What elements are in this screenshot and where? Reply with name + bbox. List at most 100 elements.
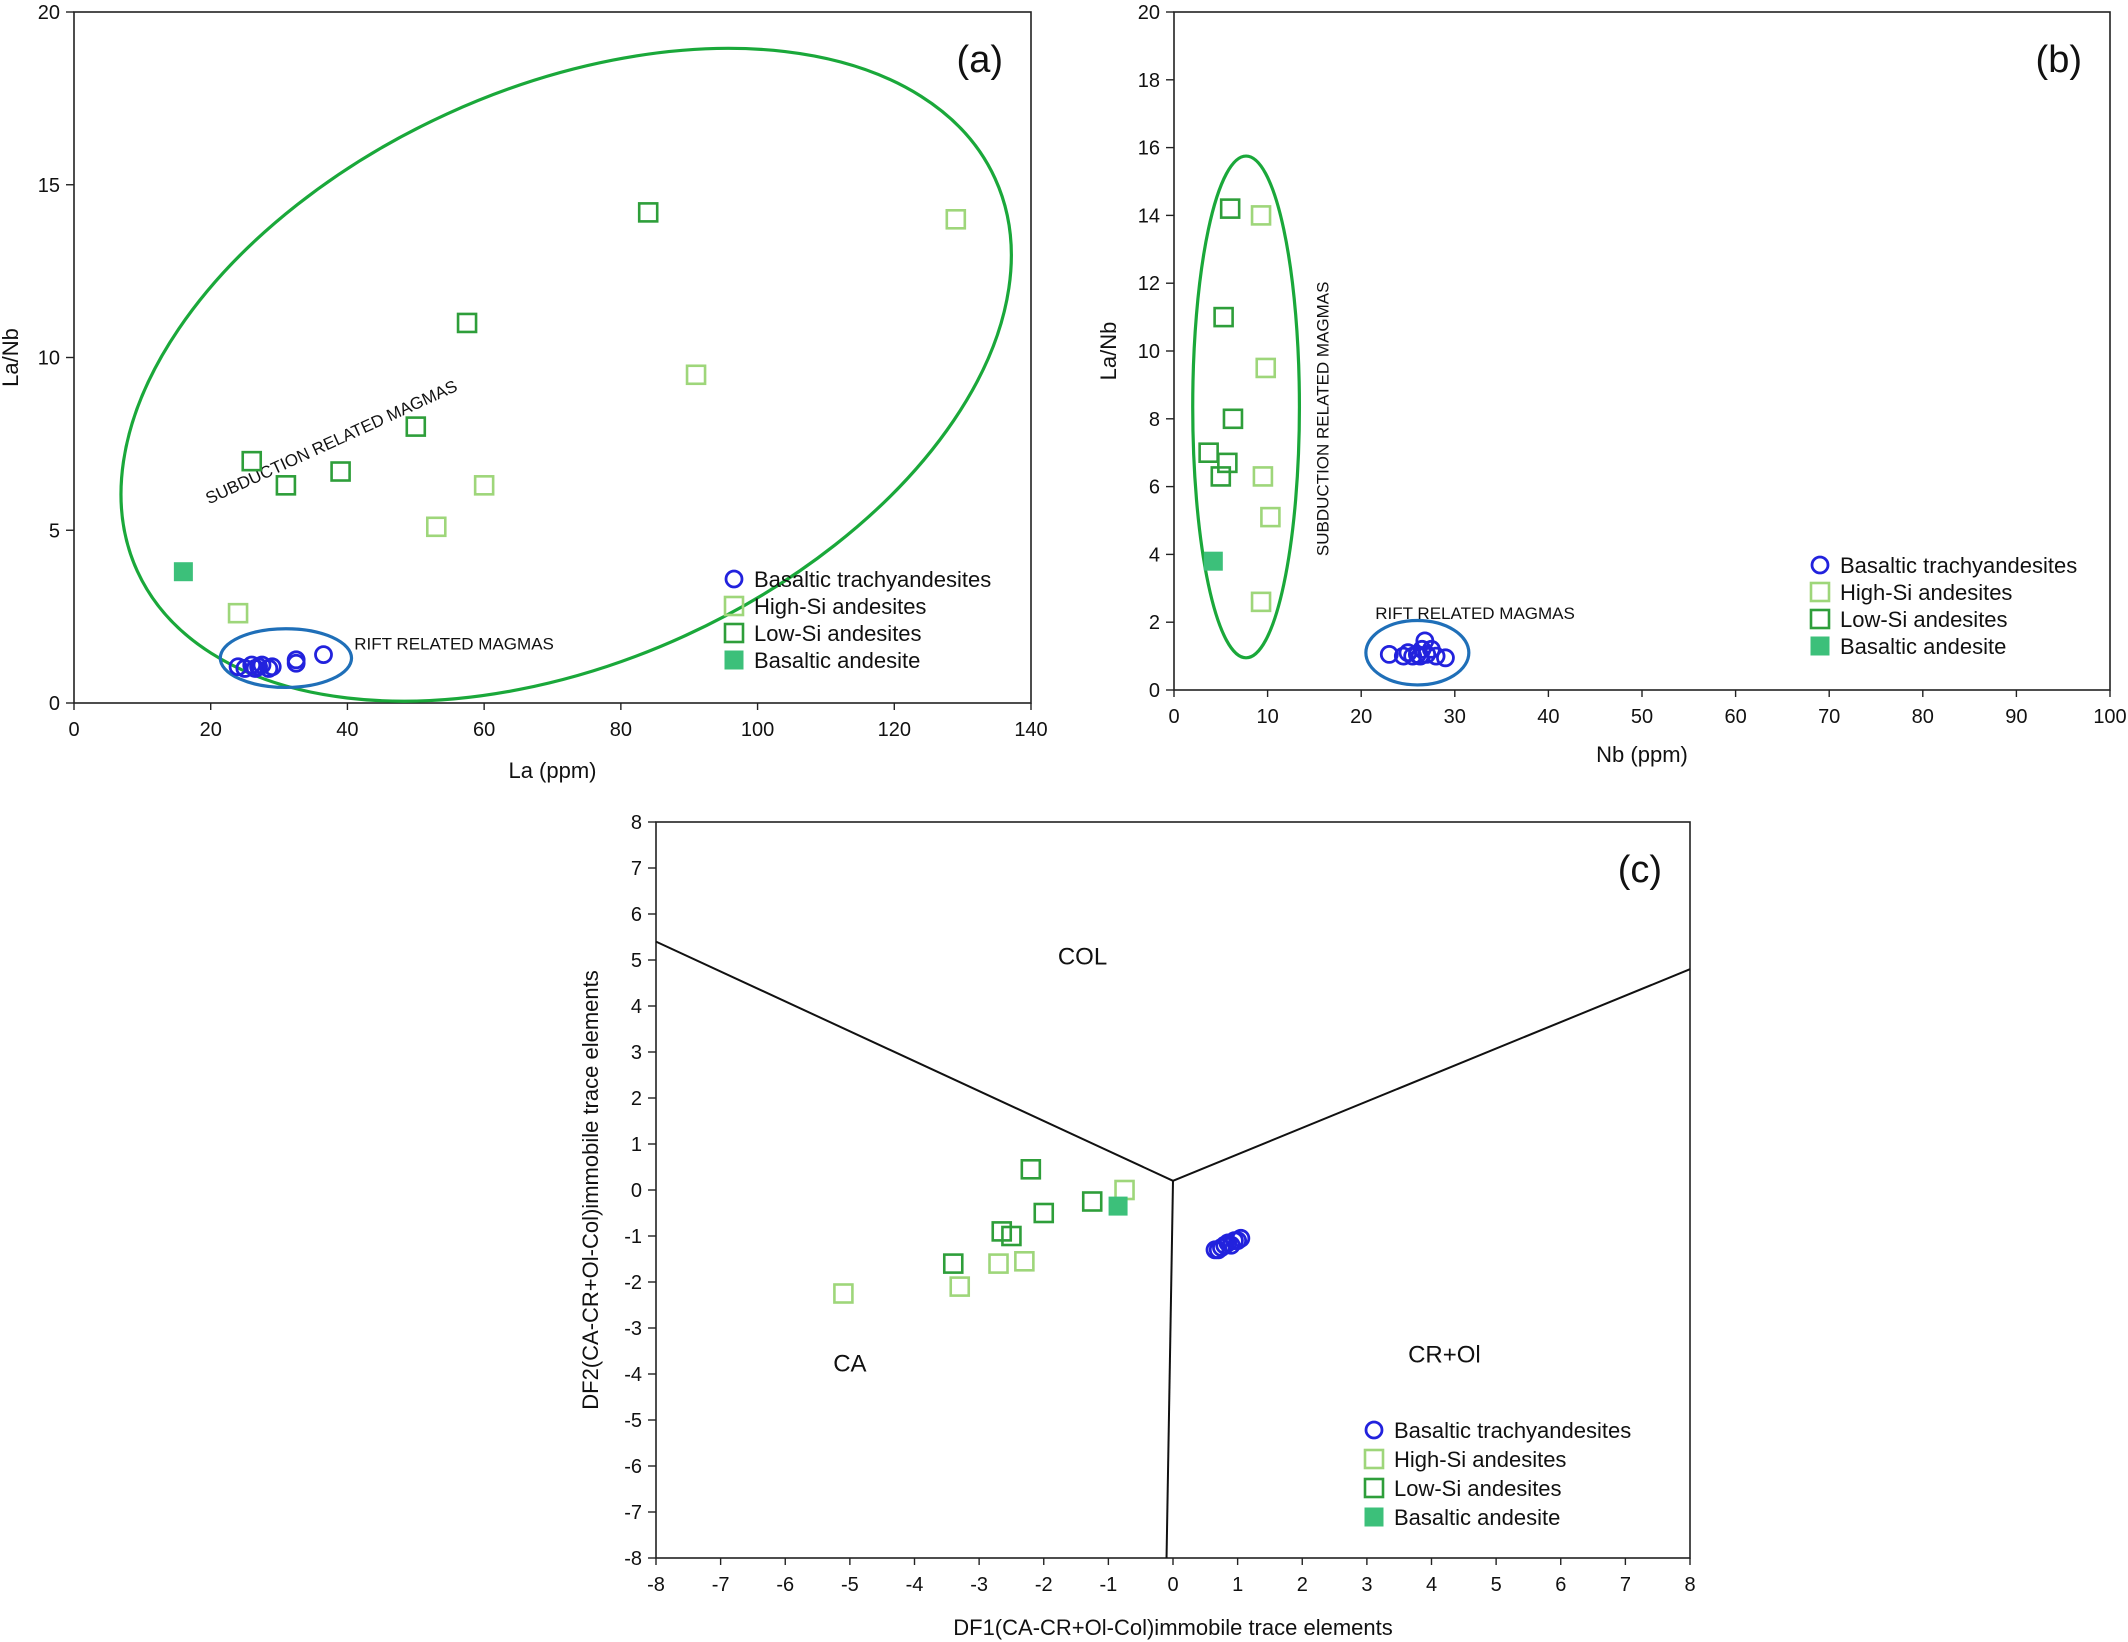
- x-tick-label: -5: [841, 1574, 859, 1596]
- y-axis-label: DF2(CA-CR+Ol-Col)immobile trace elements: [578, 970, 603, 1409]
- x-tick-label: 0: [1167, 1574, 1178, 1596]
- x-tick-label: 70: [1818, 706, 1840, 728]
- data-point: [286, 650, 306, 670]
- region-ellipse: [1364, 618, 1471, 687]
- data-point: [1426, 646, 1446, 666]
- y-tick-label: -4: [624, 1364, 642, 1386]
- data-point: [227, 602, 249, 624]
- legend-marker: [724, 569, 744, 589]
- data-point: [314, 645, 333, 665]
- x-tick-label: 40: [336, 719, 358, 741]
- region-label: SUBDUCTION RELATED MAGMAS: [1313, 282, 1332, 557]
- data-point: [1222, 408, 1244, 430]
- y-tick-label: 18: [1138, 70, 1160, 92]
- y-tick-label: 10: [1138, 341, 1160, 363]
- legend-label: Basaltic andesite: [1394, 1505, 1560, 1530]
- legend-marker: [1363, 1477, 1385, 1499]
- y-tick-label: 0: [49, 693, 60, 715]
- x-tick-label: 80: [1912, 706, 1934, 728]
- panel-label: (a): [957, 39, 1003, 81]
- y-tick-label: -6: [624, 1456, 642, 1478]
- legend-marker: [724, 650, 744, 670]
- legend-label: Low-Si andesites: [1840, 607, 2008, 632]
- field-label: COL: [1058, 944, 1107, 971]
- x-tick-label: 3: [1361, 1574, 1372, 1596]
- y-tick-label: -7: [624, 1502, 642, 1524]
- x-tick-label: 90: [2005, 706, 2027, 728]
- data-point: [1250, 205, 1272, 226]
- data-point: [330, 461, 351, 482]
- x-axis-label: La (ppm): [508, 758, 596, 783]
- data-point: [988, 1253, 1009, 1274]
- legend-label: Basaltic andesite: [1840, 634, 2006, 659]
- legend-marker: [1809, 581, 1831, 603]
- legend-label: Basaltic trachyandesites: [1840, 553, 2077, 578]
- data-point: [1114, 1179, 1135, 1201]
- y-tick-label: 4: [1149, 544, 1160, 566]
- x-tick-label: 0: [68, 719, 79, 741]
- legend-label: High-Si andesites: [1840, 580, 2012, 605]
- x-tick-label: -6: [776, 1574, 794, 1596]
- panel-b: 0 10 20 30 40 50 60 70 80 90 100 0 2 4 6 8 10 12 14 16 18 20 N…: [1096, 2, 2127, 767]
- field-label: CA: [833, 1351, 866, 1378]
- x-tick-label: 50: [1631, 706, 1653, 728]
- x-tick-label: 60: [473, 719, 495, 741]
- y-tick-label: 20: [38, 2, 60, 24]
- data-point: [1219, 198, 1241, 219]
- data-point: [1250, 591, 1272, 613]
- legend-marker: [1363, 1448, 1385, 1470]
- data-point: [405, 416, 427, 437]
- data-point: [173, 562, 193, 582]
- data-point: [1255, 357, 1277, 379]
- region-label: RIFT RELATED MAGMAS: [1375, 604, 1575, 623]
- data-point: [1014, 1251, 1035, 1272]
- legend-label: Basaltic trachyandesites: [1394, 1418, 1631, 1443]
- y-tick-label: -1: [624, 1226, 642, 1248]
- data-point: [262, 657, 282, 677]
- x-tick-label: 1: [1232, 1574, 1243, 1596]
- data-point: [456, 312, 478, 334]
- panel-c: -8 -7 -6 -5 -4 -3 -2 -1 0 1 2 3 4 5 6 7 8 -8 -7 -6 -5 -4 -3 -2 -…: [578, 812, 1696, 1640]
- x-tick-label: -3: [970, 1574, 988, 1596]
- x-tick-label: 100: [2093, 706, 2126, 728]
- panel-a: 0 20 40 60 80 100 120 140 0 5 10 15 20 La (ppm) La/Nb (…: [0, 2, 1048, 783]
- legend-marker: [1810, 636, 1830, 656]
- x-tick-label: 20: [200, 719, 222, 741]
- y-tick-label: 2: [1149, 612, 1160, 634]
- data-point: [1252, 466, 1274, 487]
- y-tick-label: -3: [624, 1318, 642, 1340]
- y-tick-label: 0: [1149, 680, 1160, 702]
- x-tick-label: 140: [1014, 719, 1047, 741]
- y-tick-label: 6: [631, 904, 642, 926]
- data-point: [241, 450, 263, 472]
- legend-marker: [723, 595, 745, 617]
- panel-label: (b): [2036, 39, 2082, 81]
- legend-marker: [1364, 1507, 1384, 1527]
- data-point: [637, 202, 659, 223]
- y-tick-label: 0: [631, 1180, 642, 1202]
- data-point: [1033, 1202, 1055, 1224]
- y-axis-label: La/Nb: [0, 328, 23, 387]
- panel-label: (c): [1618, 849, 1662, 891]
- y-tick-label: 15: [38, 175, 60, 197]
- y-tick-label: 6: [1149, 477, 1160, 499]
- data-point: [833, 1283, 854, 1304]
- y-tick-label: 5: [49, 520, 60, 542]
- y-tick-label: 1: [631, 1134, 642, 1156]
- data-point: [1198, 442, 1219, 464]
- x-tick-label: 2: [1297, 1574, 1308, 1596]
- x-tick-label: 20: [1350, 706, 1372, 728]
- x-tick-label: 5: [1491, 1574, 1502, 1596]
- y-tick-label: -8: [624, 1548, 642, 1570]
- y-tick-label: -2: [624, 1272, 642, 1294]
- region-ellipse: [1191, 154, 1302, 660]
- data-point: [685, 364, 707, 386]
- x-tick-label: -1: [1099, 1574, 1117, 1596]
- x-axis-label: DF1(CA-CR+Ol-Col)immobile trace elements: [953, 1615, 1392, 1640]
- y-tick-label: 5: [631, 950, 642, 972]
- y-tick-label: 4: [631, 996, 642, 1018]
- legend-label: Basaltic trachyandesites: [754, 567, 991, 592]
- y-tick-label: 12: [1138, 273, 1160, 295]
- y-tick-label: 8: [1149, 409, 1160, 431]
- x-tick-label: 120: [878, 719, 911, 741]
